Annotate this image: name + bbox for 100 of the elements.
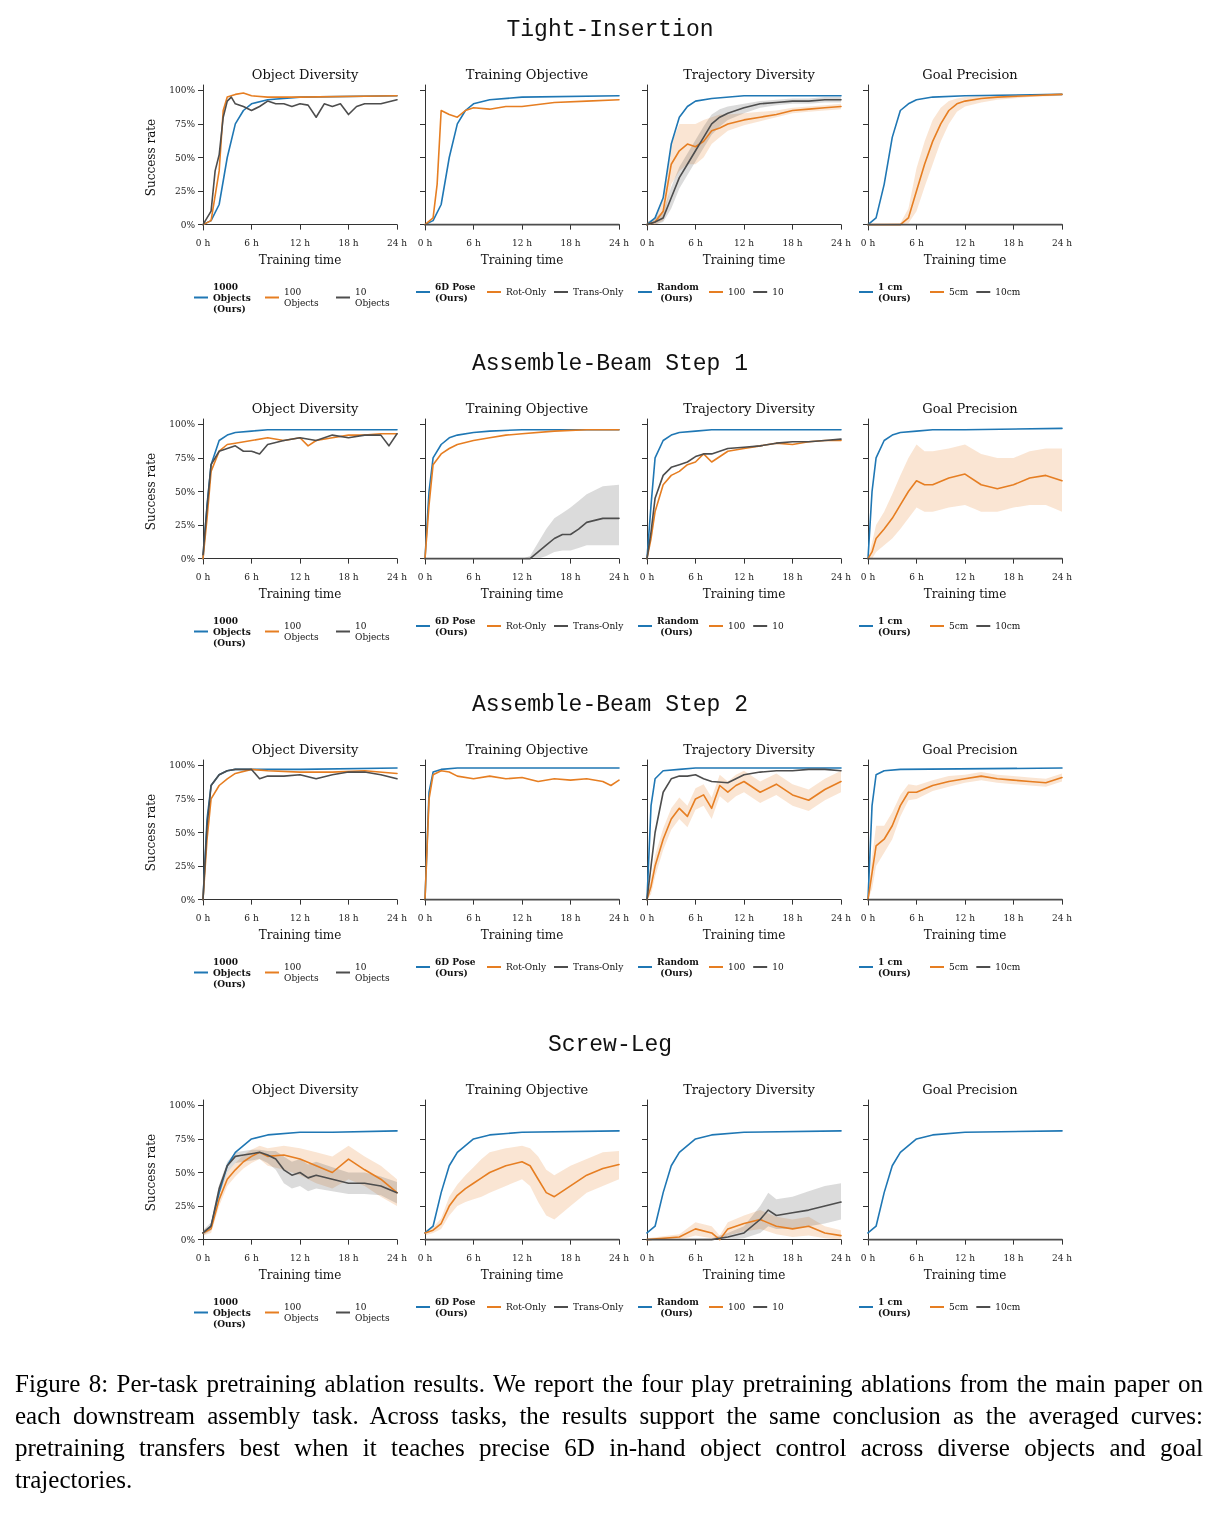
x-tick-label: 6 h	[688, 1252, 703, 1263]
legend-label: Rot-Only	[506, 1302, 547, 1312]
y-tick-label: 50%	[174, 486, 196, 497]
y-tick-label: 50%	[174, 1167, 196, 1178]
x-axis-title: Training time	[702, 587, 786, 601]
x-tick-label: 6 h	[688, 237, 703, 248]
legend-label: 10cm	[995, 287, 1021, 297]
x-tick-label: 0 h	[195, 1252, 211, 1263]
y-tick-label: 100%	[169, 85, 196, 96]
x-tick-label: 24 h	[830, 237, 852, 248]
x-tick-label: 12 h	[733, 571, 755, 582]
y-tick-label: 0%	[180, 553, 196, 564]
x-tick-label: 0 h	[639, 1252, 655, 1263]
legend-label: 10	[772, 1302, 784, 1312]
legend-label: 10cm	[995, 621, 1021, 631]
legend-label: 6D Pose (Ours)	[435, 281, 479, 303]
x-tick-label: 12 h	[733, 1252, 755, 1263]
y-tick-label: 75%	[174, 793, 196, 804]
chart-title: Trajectory Diversity	[683, 67, 816, 82]
chart-title: Training Objective	[465, 401, 589, 416]
y-tick-label: 0%	[180, 894, 196, 905]
text: Tight-Insertion	[505, 17, 715, 43]
legend-label: Random (Ours)	[657, 956, 700, 978]
x-tick-label: 24 h	[386, 912, 408, 923]
chart-title: Goal Precision	[922, 742, 1019, 757]
x-tick-label: 24 h	[830, 571, 852, 582]
x-tick-label: 18 h	[782, 237, 803, 248]
legend-label: Random (Ours)	[657, 615, 700, 637]
x-tick-label: 18 h	[338, 1252, 359, 1263]
x-tick-label: 0 h	[417, 1252, 433, 1263]
x-tick-label: 6 h	[244, 1252, 259, 1263]
x-tick-label: 24 h	[608, 571, 630, 582]
chart-title: Trajectory Diversity	[683, 401, 816, 416]
legend-label: 100 Objects	[284, 962, 319, 983]
x-tick-label: 0 h	[639, 571, 655, 582]
x-tick-label: 18 h	[560, 571, 581, 582]
x-axis-title: Training time	[923, 587, 1007, 601]
y-tick-label: 25%	[174, 186, 196, 197]
chart-title: Object Diversity	[251, 67, 359, 82]
x-tick-label: 0 h	[195, 237, 211, 248]
chart-title: Training Objective	[465, 1082, 589, 1097]
x-tick-label: 12 h	[954, 237, 976, 248]
x-axis-title: Training time	[480, 928, 564, 942]
x-tick-label: 12 h	[954, 1252, 976, 1263]
x-tick-label: 12 h	[289, 571, 311, 582]
y-tick-label: 100%	[169, 760, 196, 771]
chart-title: Object Diversity	[251, 1082, 359, 1097]
legend-label: Random (Ours)	[657, 1296, 700, 1318]
x-tick-label: 6 h	[244, 912, 259, 923]
legend-label: Random (Ours)	[657, 281, 700, 303]
y-tick-label: 100%	[169, 1100, 196, 1111]
x-tick-label: 6 h	[466, 237, 481, 248]
x-tick-label: 0 h	[195, 912, 211, 923]
legend-label: 10	[772, 621, 784, 631]
text: Assemble-Beam Step 1	[470, 351, 749, 377]
chart-title: Goal Precision	[922, 1082, 1019, 1097]
legend-label: 100	[728, 1302, 746, 1312]
x-tick-label: 18 h	[560, 1252, 581, 1263]
legend-label: 10 Objects	[355, 1302, 390, 1323]
x-tick-label: 24 h	[386, 571, 408, 582]
legend-label: 10 Objects	[355, 962, 390, 983]
y-tick-label: 75%	[174, 452, 196, 463]
chart-title: Goal Precision	[922, 401, 1019, 416]
legend-label: 6D Pose (Ours)	[435, 1296, 479, 1318]
legend-label: 100 Objects	[284, 1302, 319, 1323]
legend-label: 5cm	[949, 962, 969, 972]
y-tick-label: 25%	[174, 1201, 196, 1212]
x-tick-label: 24 h	[830, 1252, 852, 1263]
x-tick-label: 24 h	[386, 1252, 408, 1263]
x-axis-title: Training time	[702, 1268, 786, 1282]
chart-title: Trajectory Diversity	[683, 1082, 816, 1097]
x-axis-title: Training time	[480, 587, 564, 601]
legend-label: 1000 Objects (Ours)	[213, 281, 254, 314]
legend-label: Trans-Only	[572, 287, 625, 297]
legend-label: 1000 Objects (Ours)	[213, 956, 254, 989]
x-tick-label: 6 h	[244, 571, 259, 582]
x-axis-title: Training time	[702, 253, 786, 267]
legend-label: Rot-Only	[506, 287, 547, 297]
legend-label: 10cm	[995, 1302, 1021, 1312]
chart-title: Object Diversity	[251, 401, 359, 416]
x-tick-label: 6 h	[909, 237, 924, 248]
y-tick-label: 50%	[174, 152, 196, 163]
legend-label: Trans-Only	[572, 1302, 625, 1312]
x-tick-label: 0 h	[860, 1252, 876, 1263]
x-tick-label: 6 h	[688, 912, 703, 923]
x-axis-title: Training time	[923, 253, 1007, 267]
legend-label: 1 cm (Ours)	[878, 281, 911, 303]
x-axis-title: Training time	[480, 253, 564, 267]
x-tick-label: 0 h	[639, 912, 655, 923]
legend-label: 10 Objects	[355, 287, 390, 308]
x-tick-label: 24 h	[386, 237, 408, 248]
x-tick-label: 0 h	[195, 571, 211, 582]
x-tick-label: 12 h	[954, 571, 976, 582]
y-tick-label: 75%	[174, 118, 196, 129]
legend-label: 1000 Objects (Ours)	[213, 1296, 254, 1329]
chart-title: Training Objective	[465, 742, 589, 757]
legend-label: 6D Pose (Ours)	[435, 615, 479, 637]
chart-title: Trajectory Diversity	[683, 742, 816, 757]
legend-label: 100	[728, 287, 746, 297]
text: Assemble-Beam Step 2	[470, 692, 749, 718]
